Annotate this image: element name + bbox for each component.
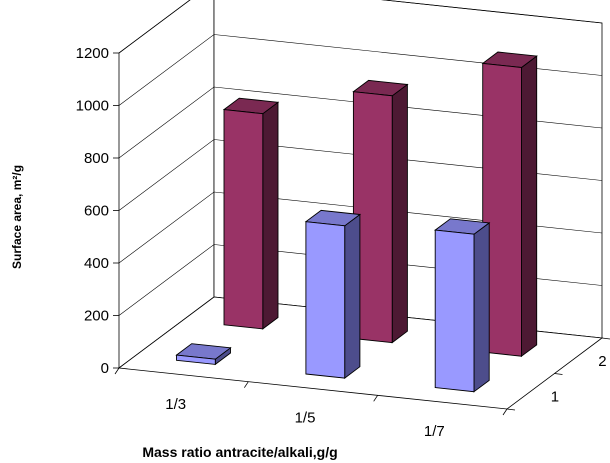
bar-front <box>305 221 346 379</box>
y-tick-label: 1200 <box>76 45 109 62</box>
bar-front <box>223 109 264 330</box>
depth-tick-mark <box>506 408 516 411</box>
x-axis-title: Mass ratio antracite/alkali,g/g <box>142 444 337 460</box>
gridline <box>118 139 603 211</box>
x-tick-label: 1/7 <box>424 423 445 440</box>
bar-1-1-3 <box>175 343 232 366</box>
y-tick-label: 0 <box>101 360 109 377</box>
y-tick-label: 800 <box>84 150 109 167</box>
bar-2-1-5 <box>352 79 409 344</box>
bar-side <box>473 222 490 393</box>
bars <box>175 51 538 393</box>
y-axis-title: Surface area, m²/g <box>10 165 24 269</box>
bar-front <box>176 354 216 365</box>
bar-front <box>352 91 393 344</box>
bar-front <box>482 62 522 357</box>
x-tick-mark <box>502 408 508 416</box>
y-tick-label: 600 <box>84 203 109 220</box>
x-tick-mark <box>373 395 378 402</box>
bar-2-1-7 <box>481 51 538 358</box>
gridline <box>118 0 603 54</box>
depth-tick-label: 2 <box>598 353 606 370</box>
y-tick-label: 400 <box>84 255 109 272</box>
depth-tick-label: 1 <box>551 388 559 405</box>
bar-side <box>391 83 408 344</box>
y-tick-label: 1000 <box>76 98 109 115</box>
bar-side <box>344 213 361 380</box>
tick-labels: 0 200 400 600 800 1000 1200 1/3 1/5 1/7 1 2 <box>76 45 607 440</box>
gridline <box>118 34 603 106</box>
bar-front <box>434 229 475 393</box>
x-tick-mark <box>244 381 249 388</box>
bar-1-1-5 <box>304 209 362 380</box>
gridline <box>118 191 603 264</box>
bar-side <box>521 55 538 358</box>
x-tick-label: 1/3 <box>165 396 186 413</box>
x-tick-label: 1/5 <box>295 410 316 427</box>
depth-tick-mark <box>554 373 563 375</box>
x-tick-mark <box>114 367 120 375</box>
depth-tick-mark <box>601 337 610 340</box>
gridlines <box>113 0 610 416</box>
y-tick-label: 200 <box>84 308 109 325</box>
bar-2-1-3 <box>222 97 280 330</box>
bar-1-1-7 <box>434 218 491 393</box>
gridline <box>118 86 603 159</box>
bar-side <box>262 101 279 330</box>
